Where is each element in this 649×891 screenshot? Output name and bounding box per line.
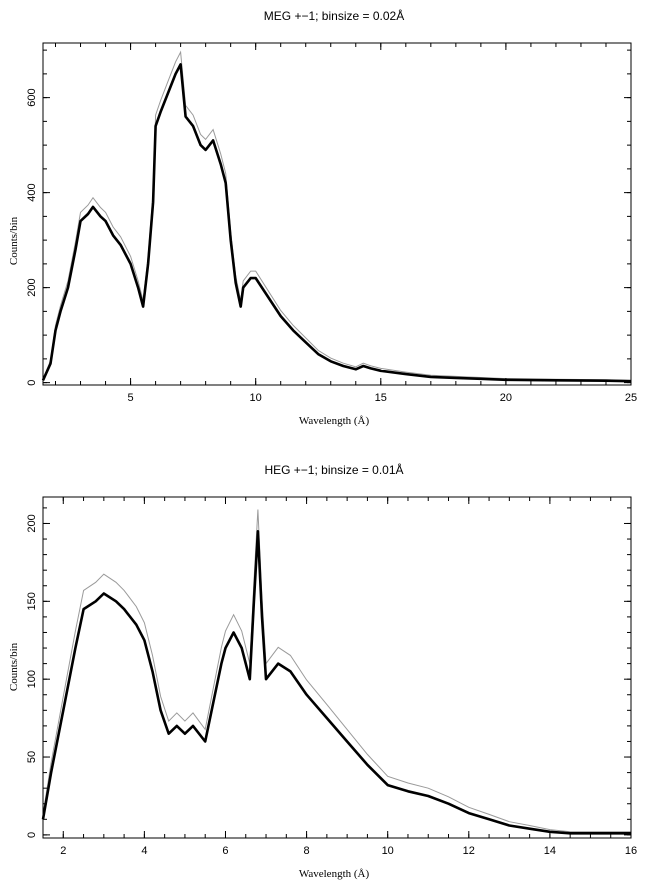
- y-tick-label: 600: [26, 88, 38, 106]
- error-band: [42, 50, 632, 381]
- x-tick-label: 4: [141, 845, 147, 857]
- x-tick-label: 25: [625, 392, 637, 404]
- y-tick-label: 0: [26, 380, 38, 386]
- x-axis-label: Wavelength (Å): [299, 868, 370, 880]
- x-tick-label: 8: [304, 845, 310, 857]
- x-tick-label: 10: [250, 392, 262, 404]
- x-tick-label: 2: [60, 845, 66, 857]
- plot-frame: [42, 496, 632, 839]
- data-series-line: [41, 63, 632, 383]
- y-tick-label: 50: [26, 751, 38, 763]
- axis-ticks: 2 4 6 8 10 12 14 16 0 50 100 150 200: [26, 497, 637, 857]
- x-tick-label: 5: [128, 392, 134, 404]
- y-tick-label: 200: [26, 514, 38, 532]
- y-axis-label: Counts/bin: [8, 642, 20, 691]
- chart-title: HEG +−1; binsize = 0.01Å: [264, 462, 403, 477]
- y-tick-label: 400: [26, 183, 38, 201]
- y-tick-label: 100: [26, 670, 38, 688]
- x-tick-label: 12: [463, 845, 475, 857]
- x-tick-label: 10: [382, 845, 394, 857]
- x-tick-label: 20: [500, 392, 512, 404]
- chart-title: MEG +−1; binsize = 0.02Å: [264, 8, 404, 23]
- axis-ticks: 5 10 15 20 25 0 200 400 600: [26, 43, 637, 404]
- y-axis-label: Counts/bin: [8, 216, 20, 265]
- x-tick-label: 14: [544, 845, 556, 857]
- x-axis-label: Wavelength (Å): [299, 415, 370, 427]
- meg-panel: MEG +−1; binsize = 0.02Å 5 10 15 20 25 0 200 40…: [8, 8, 637, 427]
- heg-panel: HEG +−1; binsize = 0.01Å 2 4 6 8 10 12 14 16 0 50…: [8, 462, 637, 880]
- x-tick-label: 15: [375, 392, 387, 404]
- data-series-line: [41, 530, 631, 835]
- x-tick-label: 6: [222, 845, 228, 857]
- y-tick-label: 0: [26, 832, 38, 838]
- x-tick-label: 16: [625, 845, 637, 857]
- y-tick-label: 200: [26, 278, 38, 296]
- plot-frame: [42, 42, 632, 386]
- y-tick-label: 150: [26, 592, 38, 610]
- error-band: [42, 509, 631, 833]
